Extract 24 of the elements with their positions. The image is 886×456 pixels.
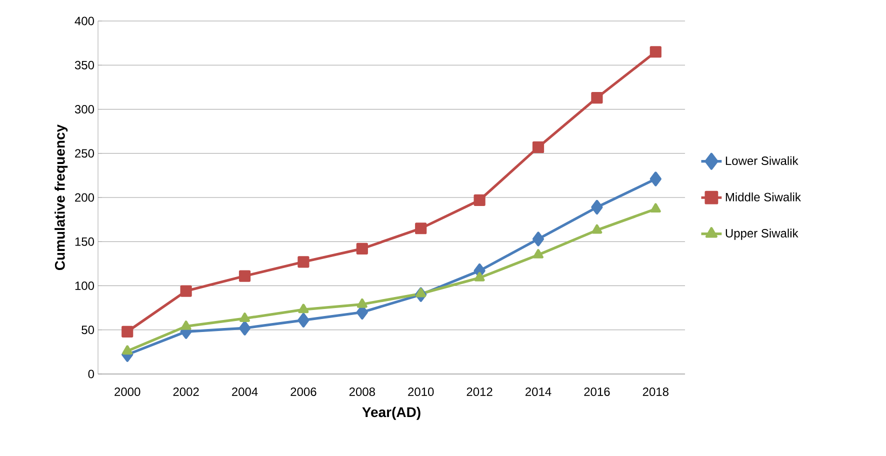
legend-label: Upper Siwalik — [726, 228, 798, 240]
y-tick-label: 200 — [75, 193, 94, 202]
y-tick-label: 50 — [82, 326, 94, 334]
legend-label: Middle Siwalik — [726, 192, 801, 202]
x-tick-label: 2002 — [173, 388, 199, 396]
x-tick-label: 2016 — [584, 388, 610, 396]
legend-label: Lower Siwalik — [726, 156, 798, 166]
y-tick-label: 300 — [74, 105, 94, 114]
x-tick-label: 2018 — [642, 388, 668, 396]
x-tick-label: 2000 — [114, 388, 140, 396]
x-tick-label: 2010 — [408, 388, 434, 396]
y-tick-label: 400 — [74, 16, 94, 26]
y-tick-label: 100 — [75, 282, 94, 290]
y-tick-label: 250 — [75, 149, 94, 158]
y-axis-title: Cumulative frequency — [54, 124, 68, 270]
x-tick-label: 2014 — [526, 388, 552, 396]
y-tick-label: 150 — [75, 237, 94, 246]
x-tick-label: 2008 — [349, 388, 375, 396]
y-tick-label: 0 — [88, 370, 94, 378]
x-axis-title: Year(AD) — [362, 406, 420, 420]
y-tick-label: 350 — [74, 60, 94, 70]
x-tick-label: 2006 — [290, 388, 316, 396]
x-tick-label: 2004 — [232, 388, 258, 396]
x-tick-label: 2012 — [466, 388, 492, 396]
